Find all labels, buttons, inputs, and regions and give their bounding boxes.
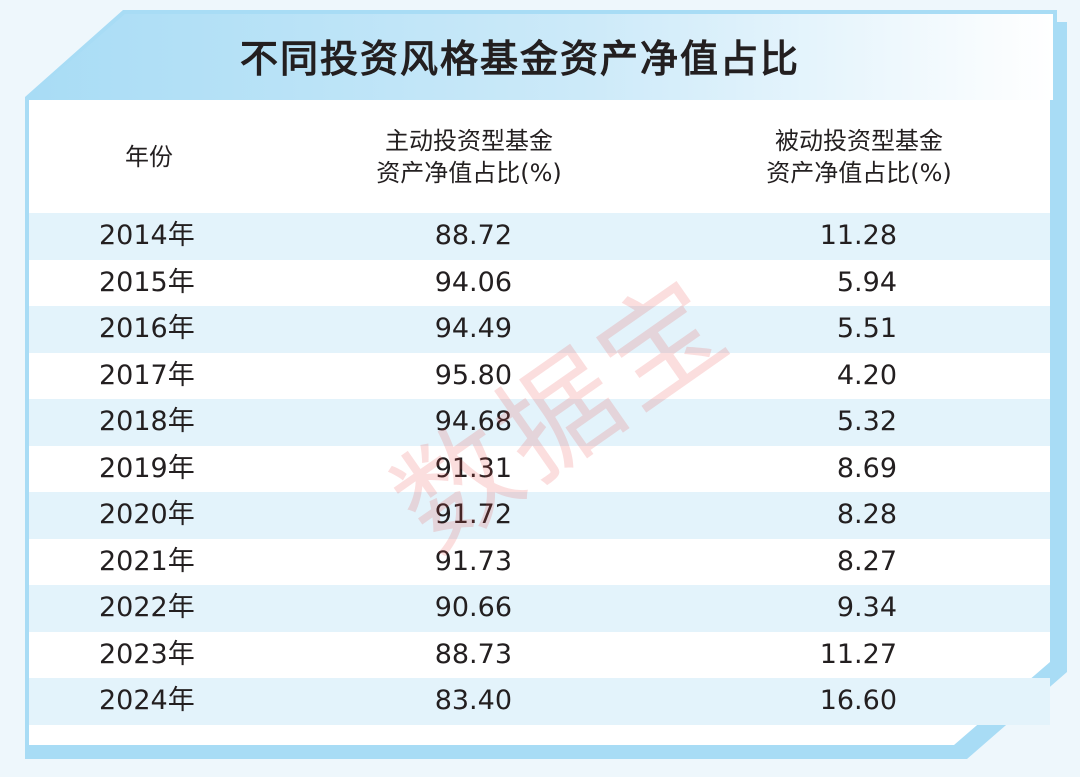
cell-active-share: 94.06 xyxy=(434,266,512,298)
table-row: 2018年 94.68 5.32 xyxy=(29,399,1050,446)
cell-passive-share: 5.51 xyxy=(836,313,897,344)
cell-year: 2022年 xyxy=(99,592,195,623)
header-active: 主动投资型基金 资产净值占比(%) xyxy=(329,100,609,213)
header-active-line2: 资产净值占比(%) xyxy=(376,158,562,187)
cell-year: 2016年 xyxy=(99,313,195,344)
cell-year: 2017年 xyxy=(99,359,195,391)
table-row: 2020年 91.72 8.28 xyxy=(29,492,1050,539)
title-band xyxy=(29,14,1053,100)
header-passive: 被动投资型基金 资产净值占比(%) xyxy=(719,100,999,213)
table-header: 年份 主动投资型基金 资产净值占比(%) 被动投资型基金 资产净值占比(%) xyxy=(29,100,1050,213)
cell-year: 2019年 xyxy=(99,452,195,484)
page-title: 不同投资风格基金资产净值占比 xyxy=(239,37,800,81)
cell-active-share: 94.49 xyxy=(434,313,512,344)
cell-passive-share: 11.28 xyxy=(819,220,897,251)
cell-active-share: 90.66 xyxy=(434,592,512,623)
table-row: 2016年 94.49 5.51 xyxy=(29,306,1050,353)
header-year: 年份 xyxy=(89,100,209,213)
cell-active-share: 88.73 xyxy=(434,638,512,670)
header-year-label: 年份 xyxy=(125,142,173,171)
cell-year: 2021年 xyxy=(99,545,195,577)
cell-year: 2015年 xyxy=(99,266,195,298)
cell-passive-share: 8.27 xyxy=(836,545,897,577)
data-table: 年份 主动投资型基金 资产净值占比(%) 被动投资型基金 资产净值占比(%) 2… xyxy=(29,100,1050,725)
table-row: 2021年 91.73 8.27 xyxy=(29,539,1050,586)
cell-active-share: 95.80 xyxy=(434,359,512,391)
cell-year: 2020年 xyxy=(99,499,195,530)
cell-passive-share: 5.32 xyxy=(836,406,897,437)
cell-year: 2024年 xyxy=(99,685,195,716)
cell-active-share: 91.72 xyxy=(434,499,512,530)
cell-passive-share: 8.28 xyxy=(836,499,897,530)
cell-passive-share: 5.94 xyxy=(836,266,897,298)
table-row: 2019年 91.31 8.69 xyxy=(29,446,1050,493)
cell-passive-share: 9.34 xyxy=(836,592,897,623)
cell-active-share: 83.40 xyxy=(434,685,512,716)
header-passive-line1: 被动投资型基金 xyxy=(775,126,943,155)
table-row: 2023年 88.73 11.27 xyxy=(29,632,1050,679)
cell-active-share: 91.31 xyxy=(434,452,512,484)
cell-passive-share: 16.60 xyxy=(819,685,897,716)
header-active-line1: 主动投资型基金 xyxy=(385,126,553,155)
table-row: 2017年 95.80 4.20 xyxy=(29,353,1050,400)
table-row: 2014年 88.72 11.28 xyxy=(29,213,1050,260)
cell-passive-share: 8.69 xyxy=(836,452,897,484)
cell-active-share: 94.68 xyxy=(434,406,512,437)
header-passive-line2: 资产净值占比(%) xyxy=(766,158,952,187)
cell-year: 2018年 xyxy=(99,406,195,437)
cell-active-share: 88.72 xyxy=(434,220,512,251)
cell-passive-share: 4.20 xyxy=(836,359,897,391)
cell-passive-share: 11.27 xyxy=(819,638,897,670)
cell-year: 2014年 xyxy=(99,220,195,251)
table-row: 2015年 94.06 5.94 xyxy=(29,260,1050,307)
table-row: 2024年 83.40 16.60 xyxy=(29,678,1050,725)
cell-year: 2023年 xyxy=(99,638,195,670)
cell-active-share: 91.73 xyxy=(434,545,512,577)
table-row: 2022年 90.66 9.34 xyxy=(29,585,1050,632)
